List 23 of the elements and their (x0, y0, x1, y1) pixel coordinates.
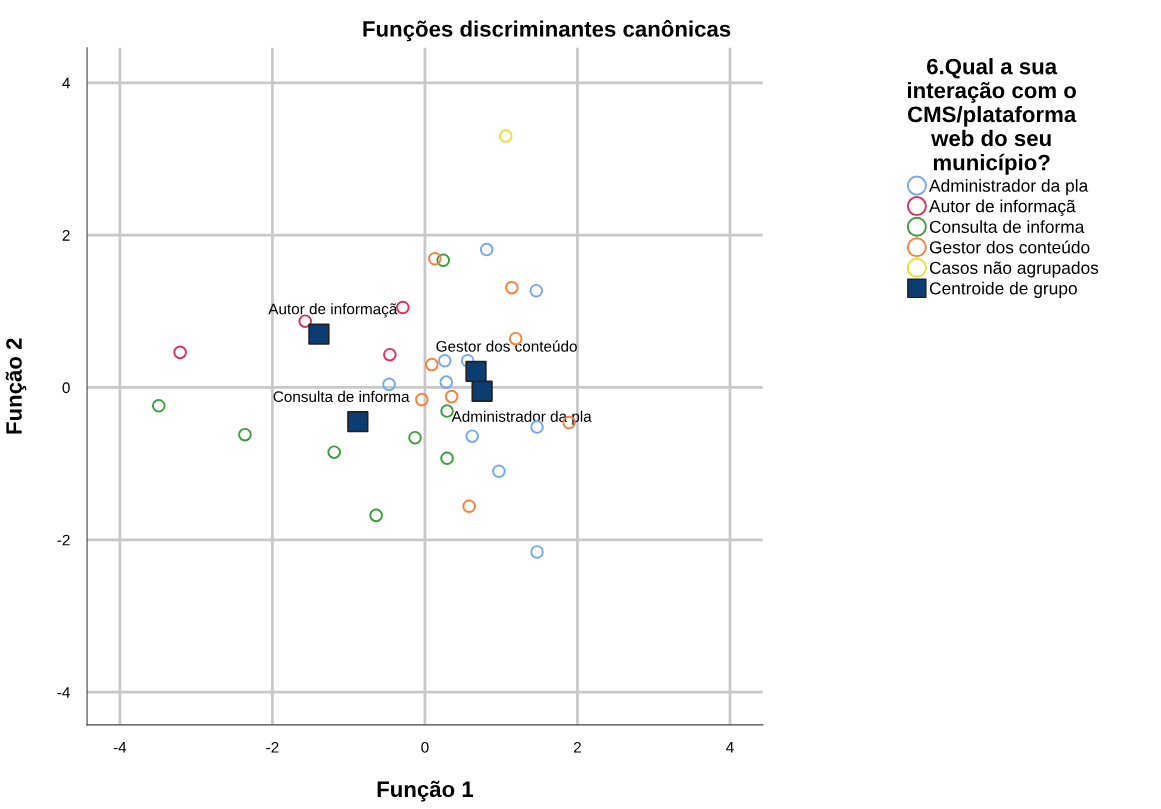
chart-title: Funções discriminantes canônicas (363, 20, 731, 42)
y-tick-label: 0 (62, 382, 70, 394)
x-tick-label: 2 (573, 741, 581, 753)
annotation: Autor de informaçã (268, 303, 398, 318)
y-axis-title: Função 2 (5, 338, 27, 434)
legend-label: Gestor dos conteúdo (929, 240, 1090, 254)
x-axis-title: Função 1 (377, 780, 474, 802)
y-tick-label: -2 (57, 534, 70, 546)
y-tick-label: 2 (62, 229, 70, 241)
x-tick-label: 4 (726, 742, 734, 753)
x-tick-label: 0 (421, 741, 429, 753)
annotation: Gestor dos conteúdo (436, 340, 577, 352)
legend-title: 6.Qual a sua interação com o CMS/plataforma web do seu município? (907, 58, 1077, 175)
annotation: Consulta de informa (273, 390, 410, 403)
legend-label: Casos não agrupados (929, 261, 1099, 278)
x-tick-label: -2 (266, 741, 279, 753)
legend-label: Centroide de grupo (929, 281, 1077, 298)
x-tick-label: -4 (113, 742, 127, 753)
y-tick-label: 4 (62, 77, 70, 89)
legend-label: Autor de informaçã (929, 199, 1076, 216)
legend-label: Consulta de informa (929, 220, 1085, 233)
legend-label: Administrador da pla (929, 179, 1089, 196)
y-tick-label: -4 (57, 687, 70, 698)
